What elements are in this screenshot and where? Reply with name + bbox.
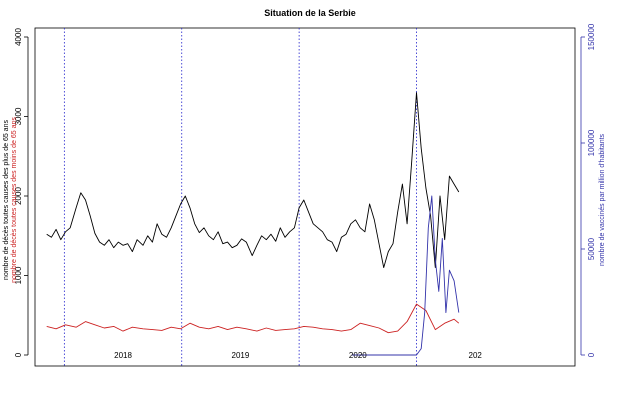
series-line-1 xyxy=(46,303,460,334)
year-label: 202 xyxy=(469,351,483,360)
right-tick-label: 150000 xyxy=(587,23,596,50)
left-tick-label: 0 xyxy=(14,352,23,357)
right-axis: 0 50000 100000 150000 xyxy=(580,23,596,357)
left-tick-label: 1000 xyxy=(14,266,23,284)
right-tick-label: 0 xyxy=(587,352,596,357)
chart-title: Situation de la Serbie xyxy=(264,8,356,18)
year-label: 2019 xyxy=(232,351,250,360)
right-tick-label: 50000 xyxy=(587,237,596,260)
year-label: 2018 xyxy=(114,351,132,360)
year-label: 2020 xyxy=(349,351,367,360)
year-labels: 2018 2019 2020 202 xyxy=(114,351,482,360)
series-lines xyxy=(46,92,460,356)
right-tick-label: 100000 xyxy=(587,129,596,156)
series-line-2 xyxy=(352,195,460,356)
series-line-0 xyxy=(46,92,460,269)
left-tick-label: 3000 xyxy=(14,107,23,125)
ylabel-right: nombre de vaccinés par million d'habitan… xyxy=(599,133,606,266)
ylabel-left-under65: nombre de décès toutes causes des moins … xyxy=(11,117,18,283)
ylabel-left-over65: nombre de décès toutes causes des plus d… xyxy=(3,120,10,280)
left-axis: 0 1000 2000 3000 4000 xyxy=(14,28,29,357)
left-tick-label: 2000 xyxy=(14,187,23,205)
left-tick-label: 4000 xyxy=(14,28,23,46)
year-boundaries xyxy=(63,28,417,366)
plot-frame xyxy=(34,27,576,367)
